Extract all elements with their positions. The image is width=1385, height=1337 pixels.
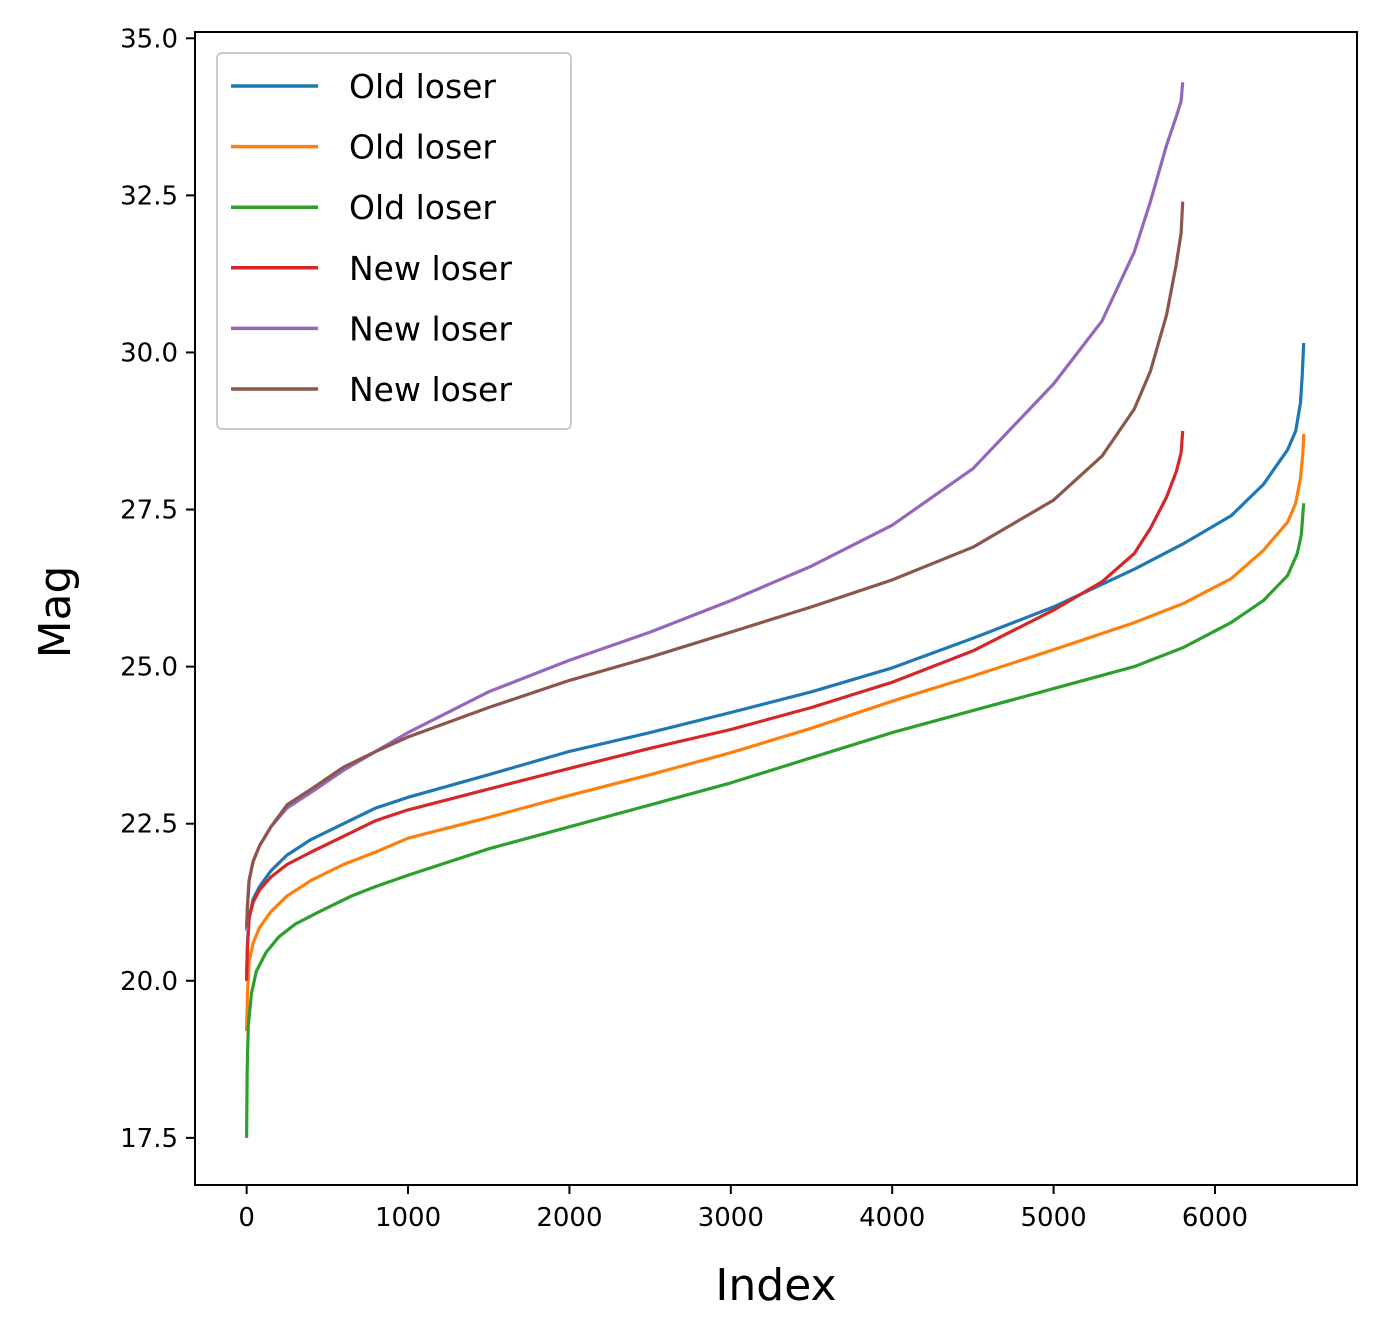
x-tick-label: 6000 [1182, 1203, 1248, 1233]
legend: Old loser Old loser Old loser New loser New … [216, 52, 572, 430]
legend-label: New loser [349, 309, 512, 348]
series-line-3 [245, 503, 1306, 1138]
legend-label: Old loser [349, 67, 496, 106]
y-axis-label: Mag [30, 566, 81, 659]
plot-lines [245, 82, 1306, 1138]
y-axis: 17.5 20.0 22.5 25.0 27.5 30.0 32.5 35.0 [120, 24, 195, 1154]
x-tick-label: 2000 [536, 1203, 602, 1233]
y-tick-label: 22.5 [120, 810, 178, 840]
x-tick-label: 3000 [698, 1203, 764, 1233]
y-tick-label: 25.0 [120, 653, 178, 683]
x-tick-label: 0 [238, 1203, 255, 1233]
y-tick-label: 35.0 [120, 24, 178, 54]
legend-label: Old loser [349, 188, 496, 227]
plot-area-frame [194, 31, 1358, 1186]
y-tick-label: 20.0 [120, 967, 178, 997]
x-tick-label: 5000 [1021, 1203, 1087, 1233]
y-tick-label: 32.5 [120, 181, 178, 211]
series-line-6 [245, 201, 1185, 928]
series-line-1 [245, 342, 1306, 975]
legend-label: New loser [349, 249, 512, 288]
series-line-4 [245, 430, 1185, 981]
x-tick-label: 4000 [859, 1203, 925, 1233]
legend-label: New loser [349, 370, 512, 409]
y-tick-label: 17.5 [120, 1124, 178, 1154]
x-axis: 0 1000 2000 3000 4000 5000 6000 [238, 1185, 1248, 1233]
y-tick-label: 30.0 [120, 338, 178, 368]
x-tick-label: 1000 [375, 1203, 441, 1233]
y-tick-label: 27.5 [120, 496, 178, 526]
legend-label: Old loser [349, 128, 496, 167]
series-line-2 [245, 434, 1306, 1032]
x-axis-label: Index [715, 1260, 836, 1311]
